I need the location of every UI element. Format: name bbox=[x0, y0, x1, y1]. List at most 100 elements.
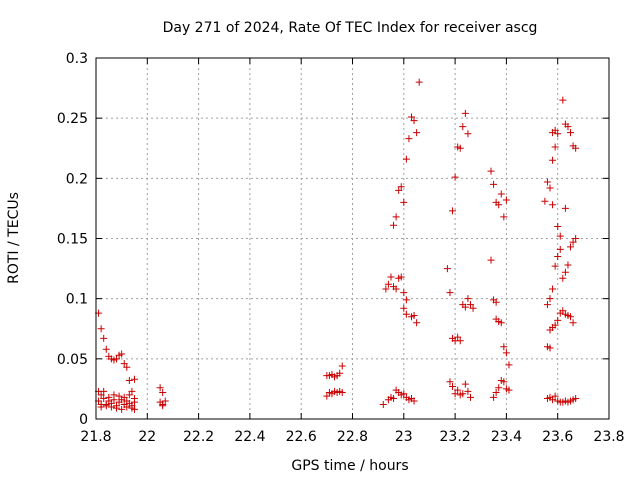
data-point bbox=[461, 380, 469, 388]
data-point bbox=[128, 387, 136, 395]
y-axis-label: ROTI / TECUs bbox=[6, 192, 22, 284]
data-point bbox=[338, 362, 346, 370]
data-point bbox=[159, 402, 167, 410]
data-point bbox=[487, 167, 495, 175]
data-point bbox=[551, 321, 559, 329]
data-point bbox=[415, 78, 423, 86]
data-point bbox=[407, 113, 415, 121]
data-point bbox=[490, 393, 498, 401]
y-tick-label: 0.2 bbox=[66, 171, 88, 187]
plot-frame bbox=[95, 57, 610, 420]
data-point bbox=[400, 390, 408, 398]
data-point bbox=[115, 392, 123, 400]
data-point bbox=[502, 349, 510, 357]
data-point bbox=[338, 389, 346, 397]
data-point bbox=[500, 343, 508, 351]
chart-title: Day 271 of 2024, Rate Of TEC Index for r… bbox=[163, 20, 538, 36]
data-point bbox=[559, 274, 567, 282]
data-point bbox=[551, 392, 559, 400]
data-point bbox=[456, 337, 464, 345]
data-point bbox=[397, 183, 405, 191]
data-point bbox=[497, 190, 505, 198]
data-point bbox=[464, 295, 472, 303]
data-point bbox=[379, 401, 387, 409]
data-point bbox=[505, 386, 513, 394]
data-point bbox=[102, 345, 110, 353]
data-point bbox=[410, 397, 418, 405]
data-point bbox=[110, 396, 118, 404]
data-point bbox=[456, 144, 464, 152]
data-point bbox=[500, 378, 508, 386]
data-point bbox=[461, 109, 469, 117]
data-point bbox=[546, 184, 554, 192]
data-point bbox=[390, 221, 398, 229]
data-point bbox=[413, 319, 421, 327]
data-point bbox=[572, 235, 580, 242]
x-tick-label: 23.6 bbox=[542, 429, 573, 445]
data-point bbox=[400, 198, 408, 206]
data-point bbox=[556, 245, 564, 253]
data-point bbox=[549, 396, 557, 404]
data-point bbox=[451, 173, 459, 181]
data-point bbox=[459, 123, 467, 131]
data-point bbox=[118, 396, 126, 404]
data-point bbox=[567, 129, 575, 137]
data-point bbox=[561, 268, 569, 276]
data-point bbox=[107, 403, 115, 411]
data-point bbox=[549, 201, 557, 209]
data-point bbox=[336, 369, 344, 377]
data-point bbox=[551, 262, 559, 270]
x-tick-label: 22.4 bbox=[234, 429, 265, 445]
data-point bbox=[451, 390, 459, 398]
x-tick-label: 22.8 bbox=[337, 429, 368, 445]
data-point bbox=[554, 316, 562, 324]
x-tick-label: 21.8 bbox=[80, 429, 111, 445]
y-tick-label: 0.3 bbox=[66, 51, 88, 67]
data-point bbox=[464, 387, 472, 395]
data-point bbox=[549, 156, 557, 164]
data-point bbox=[392, 213, 400, 221]
data-point bbox=[113, 404, 121, 412]
data-point bbox=[402, 296, 410, 304]
data-point bbox=[413, 129, 421, 137]
data-point bbox=[410, 312, 418, 320]
data-point bbox=[564, 261, 572, 269]
data-point bbox=[97, 391, 105, 399]
data-point bbox=[102, 401, 110, 409]
data-point bbox=[554, 253, 562, 261]
x-tick-label: 22.6 bbox=[286, 429, 317, 445]
data-point bbox=[554, 130, 562, 138]
data-point bbox=[392, 285, 400, 293]
data-point bbox=[130, 375, 138, 383]
data-point bbox=[446, 378, 454, 386]
data-point bbox=[559, 96, 567, 104]
data-point bbox=[125, 376, 133, 384]
data-point bbox=[387, 273, 395, 281]
data-point bbox=[130, 398, 138, 406]
data-point bbox=[567, 313, 575, 321]
data-point bbox=[113, 355, 121, 363]
data-point bbox=[546, 295, 554, 303]
data-point bbox=[556, 232, 564, 240]
data-point bbox=[156, 384, 164, 392]
data-point bbox=[395, 186, 403, 194]
data-point bbox=[505, 361, 513, 369]
data-point bbox=[500, 213, 508, 221]
data-point bbox=[490, 180, 498, 188]
data-point bbox=[572, 144, 580, 152]
x-tick-label: 23.4 bbox=[491, 429, 522, 445]
data-point bbox=[402, 155, 410, 163]
x-tick-label: 23.2 bbox=[440, 429, 471, 445]
data-point bbox=[549, 285, 557, 293]
y-tick-label: 0 bbox=[79, 412, 88, 428]
data-point bbox=[466, 393, 474, 401]
data-point bbox=[559, 307, 567, 315]
data-point bbox=[572, 395, 580, 403]
data-point bbox=[502, 196, 510, 204]
data-point bbox=[397, 273, 405, 281]
data-point bbox=[461, 303, 469, 311]
x-tick-label: 23.8 bbox=[593, 429, 624, 445]
data-point bbox=[449, 383, 457, 391]
x-tick-label: 23 bbox=[395, 429, 413, 445]
